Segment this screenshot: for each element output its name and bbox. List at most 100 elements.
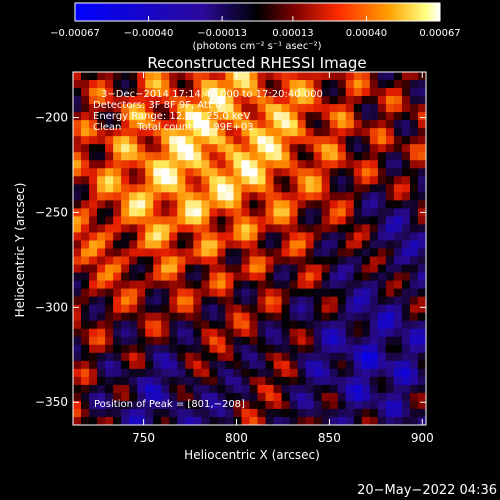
heatmap-cell — [121, 200, 130, 209]
heatmap-cell — [393, 200, 403, 209]
heatmap-cell — [169, 208, 178, 217]
heatmap-cell — [129, 280, 138, 290]
heatmap-cell — [257, 152, 266, 161]
heatmap-cell — [81, 200, 90, 209]
heatmap-cell — [145, 152, 154, 161]
heatmap-cell — [177, 184, 186, 193]
heatmap-cell — [201, 256, 210, 265]
heatmap-cell — [249, 120, 258, 129]
heatmap-cell — [121, 368, 130, 378]
heatmap-cell — [161, 400, 170, 410]
heatmap-cell — [153, 176, 162, 185]
heatmap-cell — [377, 344, 387, 354]
heatmap-cell — [369, 184, 379, 193]
heatmap-cell — [105, 416, 114, 426]
heatmap-cell — [329, 384, 339, 394]
heatmap-cell — [169, 112, 178, 121]
heatmap-cell — [201, 296, 210, 306]
heatmap-cell — [353, 376, 363, 386]
heatmap-cell — [177, 320, 186, 330]
heatmap-cell — [321, 120, 331, 129]
heatmap-cell — [273, 256, 282, 265]
heatmap-cell — [193, 416, 202, 426]
heatmap-cell — [321, 240, 331, 249]
heatmap-cell — [369, 360, 379, 370]
heatmap-cell — [129, 120, 138, 129]
heatmap-cell — [409, 408, 419, 418]
heatmap-cell — [113, 304, 122, 314]
heatmap-cell — [329, 296, 339, 306]
heatmap-cell — [129, 416, 138, 426]
heatmap-cell — [161, 104, 170, 113]
heatmap-cell — [393, 136, 403, 145]
heatmap-cell — [257, 304, 266, 314]
heatmap-cell — [321, 288, 331, 298]
heatmap-cell — [73, 288, 82, 298]
heatmap-cell — [369, 264, 379, 273]
heatmap-cell — [273, 112, 282, 121]
heatmap-cell — [257, 112, 266, 121]
heatmap-cell — [121, 352, 130, 362]
heatmap-cell — [249, 296, 258, 306]
heatmap-cell — [329, 280, 339, 290]
heatmap-cell — [113, 176, 122, 185]
heatmap-cell — [177, 160, 186, 169]
heatmap-cell — [137, 304, 146, 314]
heatmap-cell — [321, 144, 331, 153]
heatmap-cell — [225, 136, 234, 145]
heatmap-cell — [161, 368, 170, 378]
heatmap-cell — [289, 256, 299, 265]
heatmap-cell — [185, 232, 194, 241]
heatmap-cell — [193, 128, 202, 137]
heatmap-cell — [257, 296, 266, 306]
heatmap-cell — [129, 360, 138, 370]
heatmap-cell — [305, 360, 315, 370]
heatmap-cell — [353, 328, 363, 338]
heatmap-cell — [329, 320, 339, 330]
heatmap-cell — [401, 344, 411, 354]
heatmap-cell — [137, 368, 146, 378]
heatmap-cell — [129, 320, 138, 330]
heatmap-cell — [385, 104, 395, 113]
heatmap-cell — [137, 200, 146, 209]
heatmap-cell — [401, 400, 411, 410]
heatmap-cell — [233, 128, 242, 137]
heatmap-cell — [217, 248, 226, 257]
heatmap-cell — [297, 192, 307, 201]
heatmap-cell — [161, 88, 170, 97]
heatmap-cell — [297, 272, 307, 281]
heatmap-cell — [217, 208, 226, 217]
heatmap-cell — [89, 416, 98, 426]
heatmap-cell — [217, 88, 226, 97]
heatmap-cell — [321, 376, 331, 386]
heatmap-cell — [169, 296, 178, 306]
heatmap-cell — [409, 288, 419, 298]
heatmap-cell — [305, 216, 315, 225]
heatmap-cell — [361, 336, 371, 346]
heatmap-cell — [89, 96, 98, 105]
heatmap-cell — [281, 192, 291, 201]
heatmap-cell — [185, 384, 194, 394]
heatmap-cell — [121, 88, 130, 97]
heatmap-cell — [369, 216, 379, 225]
heatmap-cell — [289, 72, 299, 81]
heatmap-cell — [201, 336, 210, 346]
heatmap-cell — [145, 136, 154, 145]
heatmap-cell — [385, 96, 395, 105]
heatmap-cell — [289, 128, 299, 137]
axis-ticks: 750 800 850 900−200−250−300−350 — [35, 72, 434, 445]
heatmap-cell — [177, 384, 186, 394]
heatmap-cell — [153, 408, 162, 418]
heatmap-cell — [369, 200, 379, 209]
heatmap-cell — [121, 160, 130, 169]
heatmap-cell — [193, 320, 202, 330]
heatmap-cell — [313, 176, 323, 185]
heatmap-cell — [257, 232, 266, 241]
heatmap-cell — [97, 264, 106, 273]
heatmap-cell — [337, 128, 347, 137]
heatmap-cell — [153, 368, 162, 378]
heatmap-cell — [401, 208, 411, 217]
heatmap-cell — [121, 192, 130, 201]
heatmap-cell — [153, 104, 162, 113]
heatmap-cell — [233, 328, 242, 338]
